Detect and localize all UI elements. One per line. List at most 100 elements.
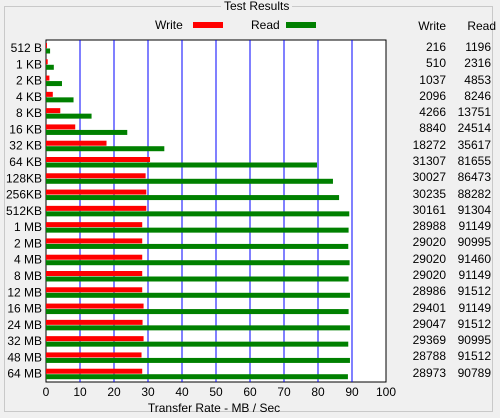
write-bar bbox=[46, 222, 143, 228]
read-bar bbox=[46, 227, 349, 233]
read-column-header: Read bbox=[467, 19, 496, 33]
test-results-panel: Test Results bbox=[4, 0, 493, 412]
x-tick-label: 20 bbox=[107, 385, 121, 399]
read-value: 1196 bbox=[465, 40, 491, 54]
write-bar bbox=[46, 189, 147, 195]
category-label: 4 KB bbox=[16, 90, 42, 104]
category-label: 128KB bbox=[6, 171, 42, 185]
write-bar bbox=[46, 140, 107, 146]
write-value: 510 bbox=[425, 56, 446, 71]
category-label: 8 MB bbox=[14, 269, 42, 283]
write-value: 28988 bbox=[412, 219, 446, 234]
read-bar bbox=[46, 178, 333, 184]
category-label: 32 KB bbox=[9, 139, 42, 153]
read-bar bbox=[46, 341, 349, 347]
read-bar bbox=[46, 64, 54, 70]
write-bar bbox=[46, 75, 50, 81]
read-value: 86473 bbox=[457, 170, 491, 185]
category-label: 16 MB bbox=[7, 302, 42, 316]
read-value: 35617 bbox=[457, 137, 491, 152]
write-value: 31307 bbox=[412, 154, 446, 168]
x-tick-label: 30 bbox=[141, 385, 155, 399]
write-value: 1037 bbox=[419, 72, 446, 87]
category-label: 2 MB bbox=[14, 236, 42, 250]
x-tick-label: 40 bbox=[175, 385, 189, 399]
write-bar bbox=[46, 108, 61, 114]
write-bar bbox=[46, 271, 143, 276]
read-value: 91512 bbox=[457, 284, 491, 299]
write-bar bbox=[46, 368, 143, 374]
x-axis-label: Transfer Rate - MB / Sec bbox=[148, 401, 280, 415]
read-value: 13751 bbox=[457, 105, 491, 120]
legend-write-label: Write bbox=[155, 18, 183, 32]
write-bar bbox=[46, 352, 142, 358]
read-bar bbox=[46, 162, 317, 168]
category-label: 1 KB bbox=[16, 57, 42, 71]
write-bar bbox=[46, 173, 146, 179]
read-bar bbox=[46, 374, 348, 380]
write-value: 30161 bbox=[412, 202, 446, 217]
write-value: 29020 bbox=[412, 251, 446, 266]
write-bar bbox=[46, 91, 53, 97]
read-bar bbox=[46, 309, 349, 315]
x-tick-label: 80 bbox=[311, 385, 325, 399]
read-bar bbox=[46, 325, 350, 331]
category-label: 1 MB bbox=[14, 220, 42, 234]
read-value: 4853 bbox=[464, 72, 491, 87]
read-bar bbox=[46, 243, 349, 249]
read-bar bbox=[46, 97, 74, 103]
category-label: 24 MB bbox=[7, 318, 42, 332]
x-tick-label: 90 bbox=[345, 385, 359, 399]
write-value: 29047 bbox=[412, 316, 446, 331]
read-bar bbox=[46, 260, 350, 266]
x-tick-label: 0 bbox=[43, 385, 50, 399]
write-value: 29369 bbox=[412, 333, 446, 348]
read-bar bbox=[46, 357, 350, 363]
category-label: 16 KB bbox=[9, 122, 42, 136]
read-bar bbox=[46, 113, 92, 119]
legend: Write Read bbox=[155, 18, 316, 32]
read-value: 91512 bbox=[457, 316, 491, 331]
x-tick-label: 60 bbox=[243, 385, 257, 399]
category-label: 48 MB bbox=[7, 350, 42, 364]
write-value: 29020 bbox=[412, 268, 446, 282]
read-value: 91304 bbox=[457, 202, 491, 217]
write-value: 28788 bbox=[412, 349, 446, 364]
category-label: 64 MB bbox=[7, 367, 42, 381]
x-tick-label: 70 bbox=[277, 385, 291, 399]
write-value: 29020 bbox=[412, 235, 446, 250]
read-bar bbox=[46, 276, 349, 282]
write-value: 8840 bbox=[419, 121, 446, 136]
panel-title: Test Results bbox=[221, 0, 293, 13]
category-label: 256KB bbox=[6, 188, 42, 202]
write-bar bbox=[46, 124, 76, 130]
write-bar bbox=[46, 287, 143, 293]
write-bar bbox=[46, 205, 147, 211]
x-tick-label: 100 bbox=[376, 385, 396, 399]
category-label: 64 KB bbox=[9, 155, 42, 169]
read-value: 91512 bbox=[457, 349, 491, 364]
read-value: 90789 bbox=[457, 365, 491, 380]
write-value: 4266 bbox=[419, 105, 446, 120]
read-value: 24514 bbox=[457, 121, 491, 136]
write-column-header: Write bbox=[418, 19, 446, 33]
read-bar bbox=[46, 292, 350, 298]
read-value: 81655 bbox=[457, 154, 491, 168]
legend-read-label: Read bbox=[251, 18, 280, 32]
read-bar bbox=[46, 48, 51, 54]
category-label: 12 MB bbox=[7, 285, 42, 299]
legend-write-swatch bbox=[193, 22, 223, 28]
write-bar bbox=[46, 43, 47, 48]
read-value: 91149 bbox=[458, 300, 491, 315]
read-bar bbox=[46, 211, 350, 217]
read-bar bbox=[46, 195, 340, 201]
write-bar bbox=[46, 254, 143, 260]
read-value: 2316 bbox=[464, 56, 491, 71]
write-value: 2096 bbox=[419, 88, 446, 103]
write-bar bbox=[46, 238, 143, 244]
read-value: 91149 bbox=[458, 268, 491, 282]
write-value: 216 bbox=[425, 40, 446, 54]
write-bar bbox=[46, 319, 143, 325]
write-value: 29401 bbox=[412, 300, 446, 315]
